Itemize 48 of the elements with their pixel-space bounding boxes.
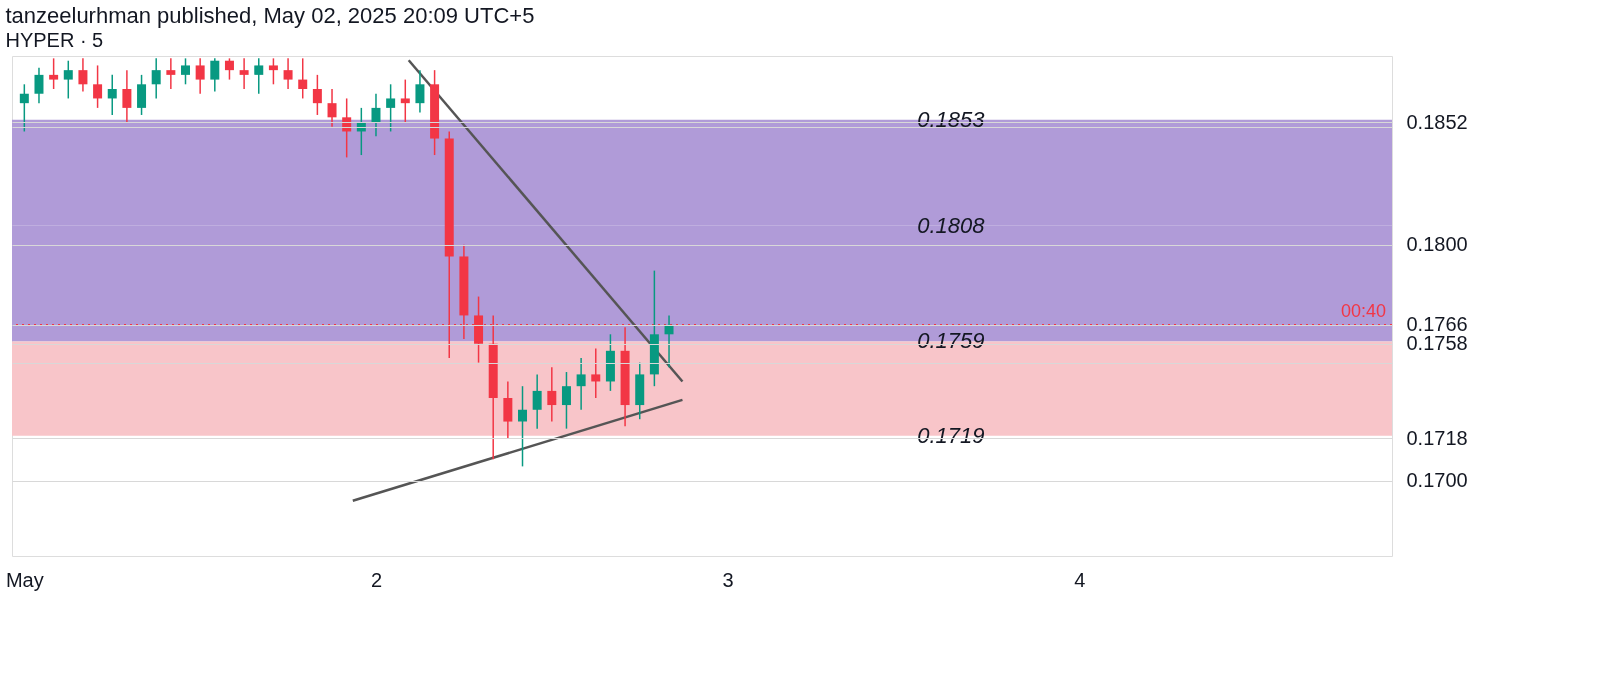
- candlestick: [34, 67, 44, 104]
- candlestick: [400, 78, 410, 123]
- annotation: 0.1853: [917, 106, 986, 132]
- candlestick: [503, 380, 513, 439]
- candlestick: [532, 373, 542, 430]
- annotation: 0.1808: [917, 212, 986, 238]
- y-tick-label: 0.1718: [1406, 426, 1468, 449]
- candlestick: [181, 57, 190, 86]
- candlestick: [224, 57, 234, 81]
- candlestick: [239, 57, 249, 90]
- candlestick: [122, 69, 132, 123]
- candlestick: [371, 92, 381, 137]
- x-tick-label: 4: [1074, 568, 1086, 591]
- candlestick: [166, 57, 176, 90]
- x-tick-label: 2: [370, 568, 383, 591]
- candlestick: [591, 347, 601, 399]
- candlestick: [107, 74, 117, 116]
- annotation: 0.1719: [917, 422, 985, 448]
- candlestick: [63, 59, 73, 100]
- candlestick: [547, 366, 557, 423]
- y-tick-label: 0.1800: [1406, 233, 1468, 256]
- candlestick: [386, 83, 396, 133]
- candlestick: [49, 57, 59, 90]
- candlestick: [19, 83, 29, 133]
- candlestick: [576, 357, 586, 411]
- candlestick: [254, 57, 264, 95]
- candlestick: [268, 57, 278, 86]
- candlestick: [561, 371, 571, 430]
- y-tick-label: 0.1852: [1406, 110, 1468, 133]
- x-tick-label: May: [5, 568, 44, 591]
- candlestick: [151, 57, 161, 100]
- ref-line-label: 00:40: [1340, 300, 1386, 321]
- y-tick-label: 0.1700: [1406, 469, 1468, 492]
- candlestick: [195, 57, 205, 95]
- chart-subtitle: HYPER · 5: [5, 29, 104, 51]
- candlestick: [78, 57, 88, 93]
- candlestick: [298, 57, 308, 100]
- candlestick: [327, 88, 337, 128]
- candlestick: [210, 57, 220, 93]
- candlestick: [283, 57, 293, 90]
- x-tick-label: 3: [722, 568, 734, 591]
- annotation: 0.1759: [917, 328, 985, 354]
- candlestick: [137, 74, 147, 116]
- candlestick: [312, 74, 322, 116]
- candlestick: [93, 64, 103, 109]
- chart-title: tanzeelurhman published, May 02, 2025 20:09 UTC+5: [5, 3, 535, 28]
- candlestick: [415, 69, 425, 114]
- candlestick: [518, 385, 528, 468]
